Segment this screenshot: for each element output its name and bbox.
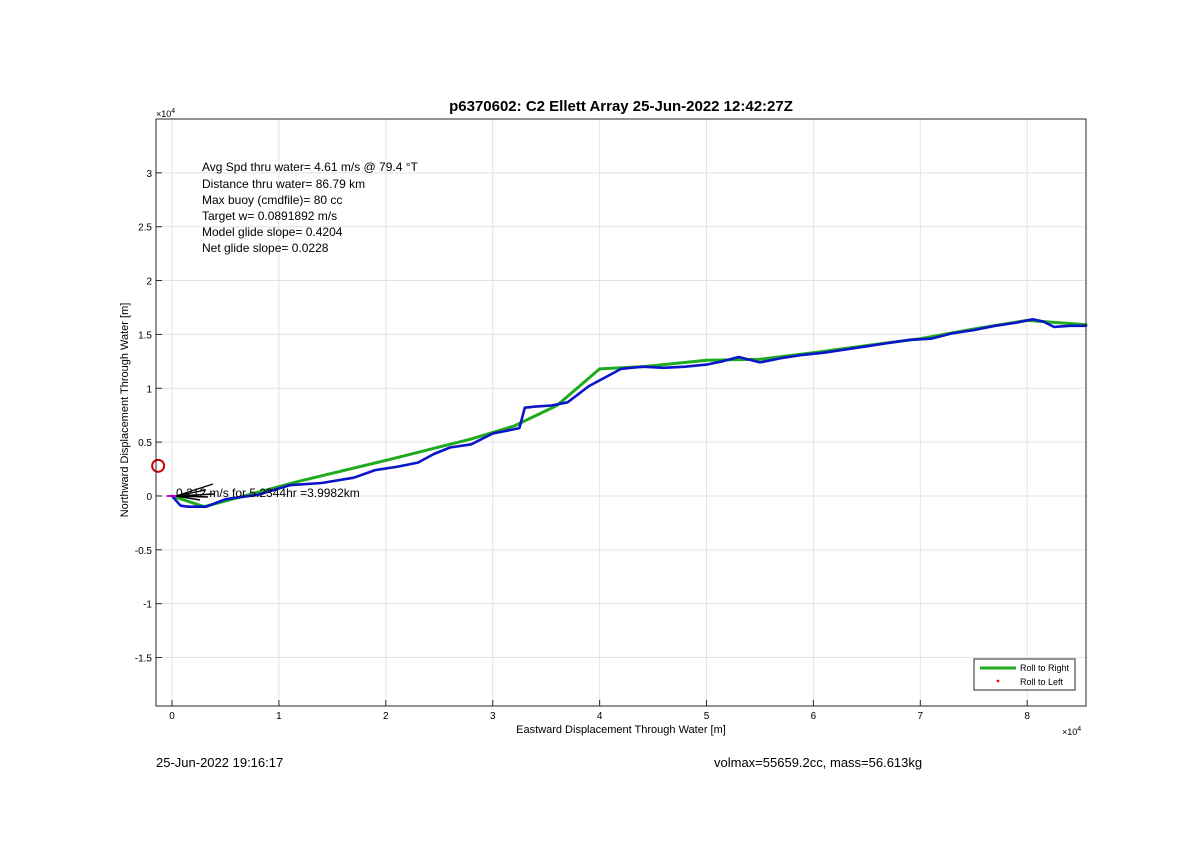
x-tick-label: 4 — [597, 711, 603, 722]
y-tick-label: 1 — [146, 384, 152, 395]
x-axis-label: Eastward Displacement Through Water [m] — [516, 724, 726, 736]
legend: Roll to Right Roll to Left — [973, 658, 1076, 691]
series-line-track — [170, 318, 1088, 508]
y-tick-label: 0.5 — [138, 438, 152, 449]
stats-annotation: Avg Spd thru water= 4.61 m/s @ 79.4 °T D… — [202, 160, 419, 255]
y-tick-label: 3 — [146, 169, 152, 180]
plot-data — [151, 318, 1088, 509]
x-tick-label: 6 — [811, 711, 817, 722]
legend-swatch-roll-left — [996, 679, 1000, 683]
x-tick-label: 2 — [383, 711, 389, 722]
y-tick-label: -1 — [143, 600, 152, 611]
x-tick-label: 8 — [1024, 711, 1030, 722]
stats-line: Distance thru water= 86.79 km — [202, 177, 365, 191]
x-tick-label: 3 — [490, 711, 496, 722]
y-tick-label: 2 — [146, 277, 152, 288]
axis-ticks: 0 1 2 3 4 5 6 7 8 -1.5 -1 -0.5 0 0.5 1 1.5 2 2.5 3 — [135, 169, 1031, 722]
stats-line: Avg Spd thru water= 4.61 m/s @ 79.4 °T — [202, 160, 419, 174]
x-tick-label: 5 — [704, 711, 710, 722]
stats-line: Model glide slope= 0.4204 — [202, 225, 343, 239]
axes-frame — [155, 118, 1087, 707]
y-tick-label: 2.5 — [138, 223, 152, 234]
y-exponent-label: ×104 — [156, 108, 175, 119]
start-position-marker — [151, 458, 166, 473]
legend-label-roll-left: Roll to Left — [1020, 677, 1064, 687]
grid-lines — [156, 119, 1086, 706]
x-tick-label: 0 — [169, 711, 175, 722]
y-tick-label: 0 — [146, 492, 152, 503]
y-tick-label: -0.5 — [135, 546, 153, 557]
y-tick-label: -1.5 — [135, 654, 153, 665]
current-vector-arrows — [175, 483, 215, 501]
stats-line: Target w= 0.0891892 m/s — [202, 209, 337, 223]
x-exponent-label: ×104 — [1062, 726, 1081, 737]
chart-title: p6370602: C2 Ellett Array 25-Jun-2022 12… — [449, 98, 793, 115]
footer-mass-info: volmax=55659.2cc, mass=56.613kg — [714, 755, 923, 770]
x-tick-label: 7 — [918, 711, 924, 722]
y-axis-label: Northward Displacement Through Water [m] — [119, 303, 131, 518]
current-annotation: 0.212 m/s for 5.2344hr =3.9982km — [176, 486, 360, 500]
footer-timestamp: 25-Jun-2022 19:16:17 — [156, 755, 284, 770]
legend-label-roll-right: Roll to Right — [1020, 663, 1070, 673]
x-tick-label: 1 — [276, 711, 282, 722]
stats-line: Max buoy (cmdfile)= 80 cc — [202, 193, 342, 207]
stats-line: Net glide slope= 0.0228 — [202, 241, 329, 255]
legend-box — [973, 658, 1076, 691]
y-tick-label: 1.5 — [138, 330, 152, 341]
series-line-roll-right — [170, 318, 1088, 509]
